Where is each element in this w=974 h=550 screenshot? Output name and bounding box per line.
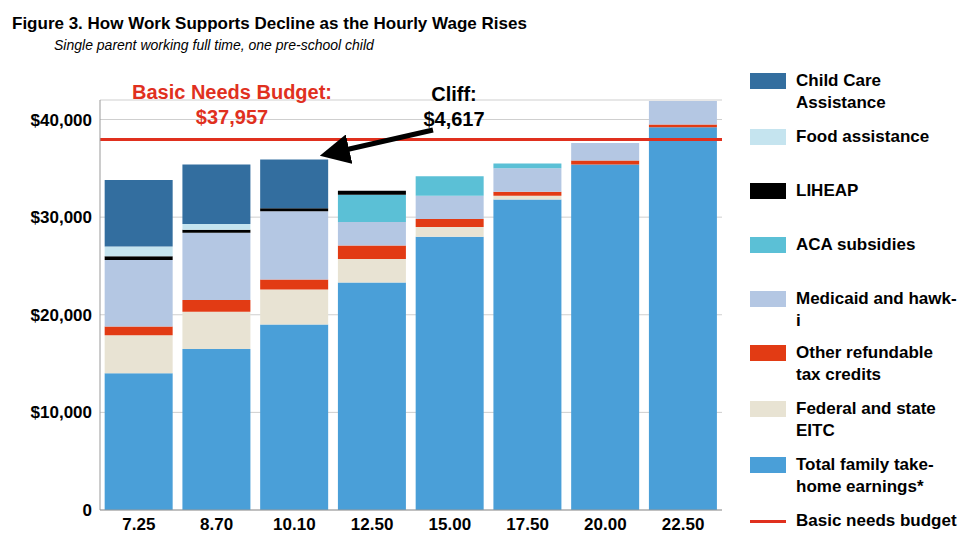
svg-text:10.10: 10.10 [273, 515, 316, 534]
html-text:Basic Needs Budget:: Basic Needs Budget: [132, 81, 332, 103]
svg-text:$40,000: $40,000 [31, 111, 92, 130]
svg-text:0: 0 [83, 501, 92, 520]
svg-text:$30,000: $30,000 [31, 208, 92, 227]
html-text:Basic needs budget: Basic needs budget [796, 511, 957, 530]
html-text:Figure 3. How Work Supports De: Figure 3. How Work Supports Decline as t… [12, 14, 527, 33]
html-text:Child Care Assistance: Child Care Assistance [796, 71, 886, 112]
html-text:Single parent working full tim: Single parent working full time, one pre… [54, 37, 374, 53]
html-text:Food assistance: Food assistance [796, 127, 930, 146]
svg-text:$20,000: $20,000 [31, 306, 92, 325]
html-text:Other refundable tax credits: Other refundable tax credits [796, 343, 933, 384]
html-text:Medicaid and hawk-i: Medicaid and hawk-i [796, 289, 957, 330]
svg-text:22.50: 22.50 [662, 515, 705, 534]
svg-text:17.50: 17.50 [506, 515, 549, 534]
svg-text:7.25: 7.25 [122, 515, 155, 534]
svg-text:12.50: 12.50 [351, 515, 394, 534]
svg-text:20.00: 20.00 [584, 515, 627, 534]
html-text:Cliff:: Cliff: [431, 83, 477, 105]
svg-text:15.00: 15.00 [429, 515, 472, 534]
svg-text:$10,000: $10,000 [31, 403, 92, 422]
html-text:$4,617: $4,617 [423, 108, 485, 130]
html-text:ACA subsidies: ACA subsidies [796, 235, 916, 254]
html-text:$37,957: $37,957 [195, 106, 269, 128]
html-text:LIHEAP: LIHEAP [796, 181, 859, 200]
svg-text:8.70: 8.70 [200, 515, 233, 534]
html-text:Total family take-home earning: Total family take-home earnings* [796, 455, 934, 496]
html-text:Federal and state EITC: Federal and state EITC [796, 399, 936, 440]
